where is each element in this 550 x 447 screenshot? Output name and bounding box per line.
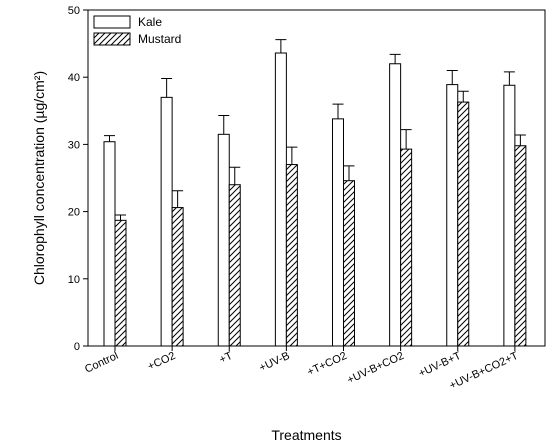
- error-bar-mustard-7: [457, 90, 469, 103]
- bar-kale-6: [389, 63, 402, 347]
- y-tick-label-0: 0: [74, 341, 80, 353]
- legend-label-kale: Kale: [138, 15, 162, 29]
- bars-layer: [103, 39, 527, 347]
- error-bar-mustard-5: [343, 165, 355, 181]
- x-tick-label-5: +T+CO2: [305, 350, 348, 379]
- error-bar-kale-6: [389, 53, 401, 64]
- error-bar-mustard-4: [286, 146, 298, 165]
- bar-mustard-6: [400, 148, 413, 347]
- bar-mustard-8: [514, 145, 527, 347]
- legend-swatch-mustard: [93, 32, 131, 46]
- legend-label-mustard: Mustard: [138, 32, 181, 46]
- bar-kale-8: [503, 84, 516, 347]
- x-tick-label-6: +UV-B+CO2: [345, 350, 405, 387]
- bar-kale-4: [274, 52, 287, 347]
- error-bar-mustard-6: [400, 129, 412, 150]
- bar-kale-7: [446, 84, 459, 347]
- x-tick-label-4: +UV-B: [257, 350, 291, 374]
- x-tick-label-2: +CO2: [146, 350, 177, 373]
- error-bar-kale-4: [275, 39, 287, 54]
- bar-mustard-2: [171, 207, 184, 347]
- axes-layer: Control +CO2 +T +UV-B +T+CO2+UV-B+CO2 +UV-B+T…: [68, 5, 546, 392]
- bar-mustard-3: [228, 184, 241, 347]
- y-tick-label-20: 20: [68, 207, 80, 219]
- bar-kale-2: [160, 96, 173, 347]
- labels-layer: Treatments Chlorophyll concentration (µg…: [31, 71, 342, 443]
- error-bar-kale-2: [161, 78, 173, 98]
- error-bar-mustard-8: [514, 134, 526, 146]
- bar-kale-5: [332, 118, 344, 347]
- x-tick-label-3: +T: [218, 350, 235, 367]
- error-bar-kale-3: [218, 115, 230, 135]
- y-tick-label-50: 50: [68, 5, 80, 17]
- bar-kale-3: [217, 133, 230, 347]
- error-bar-kale-7: [446, 69, 458, 85]
- plot-frame: [87, 9, 546, 347]
- bar-mustard-5: [343, 180, 355, 347]
- error-bar-kale-1: [104, 135, 115, 142]
- bar-kale-1: [103, 141, 116, 347]
- x-axis-label: Treatments: [271, 427, 341, 443]
- y-tick-label-10: 10: [68, 274, 80, 286]
- y-tick-label-40: 40: [68, 72, 80, 84]
- error-bar-mustard-1: [115, 214, 126, 221]
- error-bar-kale-8: [503, 71, 515, 86]
- legend: Kale Mustard: [93, 15, 181, 46]
- bar-mustard-1: [114, 219, 127, 347]
- x-tick-label-1: Control: [83, 350, 120, 376]
- y-tick-label-30: 30: [68, 139, 80, 151]
- legend-swatch-kale: [93, 15, 131, 29]
- x-tick-label-7: +UV-B+T: [417, 350, 463, 380]
- error-bar-mustard-3: [229, 166, 241, 185]
- bar-mustard-4: [285, 164, 298, 347]
- bar-mustard-7: [457, 101, 470, 347]
- error-bar-mustard-2: [172, 190, 184, 208]
- error-bar-kale-5: [332, 103, 344, 119]
- y-axis-label: Chlorophyll concentration (µg/cm²): [31, 71, 47, 285]
